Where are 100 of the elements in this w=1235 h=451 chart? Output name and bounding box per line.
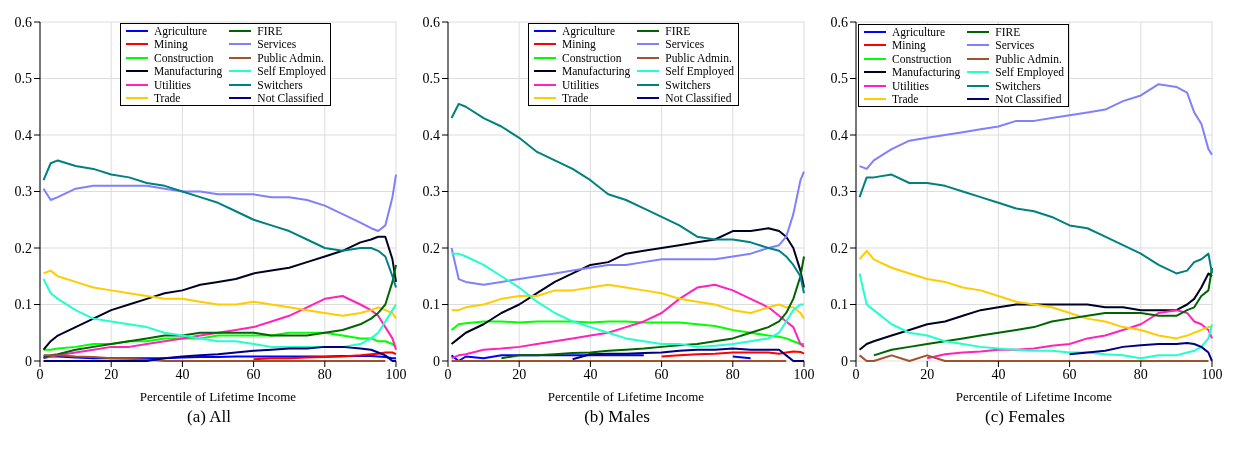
- y-tick-label: 0.5: [422, 71, 440, 87]
- y-tick-label: 0.6: [422, 14, 440, 30]
- y-tick-label: 0: [25, 353, 32, 369]
- x-axis-title: Percentile of Lifetime Income: [955, 389, 1113, 404]
- x-tick-label: 0: [444, 366, 452, 382]
- legend-label: Public Admin.: [995, 52, 1062, 65]
- legend-label: Not Classified: [257, 92, 324, 105]
- line-series: [252, 351, 397, 361]
- x-tick-label: 80: [317, 366, 332, 382]
- x-tick-label: 0: [36, 366, 44, 382]
- line-series: [42, 278, 397, 348]
- line-series: [42, 331, 397, 351]
- line-series: [450, 320, 805, 346]
- y-tick-label: 0.1: [14, 297, 32, 313]
- legend-label: Construction: [154, 51, 214, 64]
- y-tick-label: 0.2: [830, 240, 848, 256]
- line-series: [500, 255, 805, 360]
- line-series: [42, 269, 397, 320]
- legend-label: Agriculture: [892, 25, 946, 38]
- line-series: [42, 159, 397, 289]
- line-series: [450, 102, 805, 295]
- legend-label: Agriculture: [562, 24, 616, 37]
- line-series: [926, 309, 1213, 360]
- line-series: [858, 83, 1213, 170]
- line-series: [858, 173, 1213, 275]
- y-tick-label: 0.5: [830, 71, 848, 87]
- y-tick-label: 0.2: [422, 240, 440, 256]
- y-tick-label: 0.1: [422, 297, 440, 313]
- legend-label: Mining: [562, 38, 596, 51]
- legend-label: Manufacturing: [892, 66, 961, 79]
- legend-label: Switchers: [665, 78, 711, 91]
- legend-label: Construction: [892, 52, 952, 65]
- legend-label: Self Employed: [995, 66, 1065, 79]
- legend-label: Not Classified: [665, 92, 732, 105]
- legend-label: FIRE: [995, 25, 1021, 38]
- x-tick-label: 40: [991, 366, 1006, 382]
- legend-label: Mining: [154, 38, 188, 51]
- legend-label: Manufacturing: [154, 65, 223, 78]
- legend-label: Switchers: [995, 79, 1041, 92]
- legend-label: Public Admin.: [257, 51, 324, 64]
- y-tick-label: 0: [433, 353, 440, 369]
- y-tick-label: 0.4: [422, 127, 440, 143]
- line-series: [1068, 341, 1213, 362]
- x-tick-label: 100: [1201, 366, 1223, 382]
- line-series: [450, 170, 805, 286]
- legend-label: Utilities: [562, 78, 600, 91]
- legend-label: Not Classified: [995, 93, 1062, 106]
- x-tick-label: 40: [583, 366, 598, 382]
- legend-label: Public Admin.: [665, 51, 732, 64]
- line-series: [450, 283, 805, 320]
- y-tick-label: 0.6: [14, 14, 32, 30]
- x-axis-title: Percentile of Lifetime Income: [547, 389, 705, 404]
- line-series: [42, 235, 397, 351]
- x-tick-label: 20: [920, 366, 935, 382]
- y-tick-label: 0.2: [14, 240, 32, 256]
- legend-label: Utilities: [892, 79, 930, 92]
- legend-label: Switchers: [257, 78, 303, 91]
- line-series: [450, 227, 805, 346]
- y-tick-label: 0: [841, 353, 848, 369]
- x-tick-label: 0: [852, 366, 860, 382]
- legend-label: Mining: [892, 39, 926, 52]
- legend-label: Construction: [562, 51, 622, 64]
- x-axis-title: Percentile of Lifetime Income: [139, 389, 297, 404]
- x-tick-label: 60: [246, 366, 261, 382]
- y-tick-label: 0.5: [14, 71, 32, 87]
- legend-label: FIRE: [665, 24, 691, 37]
- legend-label: Services: [257, 38, 297, 51]
- y-tick-label: 0.3: [422, 184, 440, 200]
- x-tick-label: 100: [793, 366, 815, 382]
- line-series: [858, 249, 1213, 340]
- line-series: [42, 173, 397, 233]
- y-tick-label: 0.4: [14, 127, 32, 143]
- legend-label: Self Employed: [665, 65, 735, 78]
- line-series: [450, 252, 805, 348]
- x-tick-label: 40: [175, 366, 190, 382]
- x-tick-label: 80: [725, 366, 740, 382]
- legend-label: Agriculture: [154, 24, 208, 37]
- legend-label: Trade: [562, 92, 589, 105]
- x-tick-label: 60: [1062, 366, 1077, 382]
- y-tick-label: 0.1: [830, 297, 848, 313]
- text: (c) Females: [985, 407, 1065, 427]
- y-tick-label: 0.3: [830, 184, 848, 200]
- legend-label: Utilities: [154, 78, 192, 91]
- x-tick-label: 20: [512, 366, 527, 382]
- x-tick-label: 80: [1133, 366, 1148, 382]
- text: (a) All: [187, 407, 231, 427]
- legend-label: Trade: [154, 92, 181, 105]
- x-tick-label: 60: [654, 366, 669, 382]
- y-tick-label: 0.3: [14, 184, 32, 200]
- legend-label: FIRE: [257, 24, 283, 37]
- legend-label: Self Employed: [257, 65, 327, 78]
- x-tick-label: 100: [385, 366, 407, 382]
- y-tick-label: 0.6: [830, 14, 848, 30]
- legend-label: Manufacturing: [562, 65, 631, 78]
- x-tick-label: 20: [104, 366, 119, 382]
- text: (b) Males: [584, 407, 650, 427]
- legend-label: Services: [995, 39, 1035, 52]
- legend-label: Trade: [892, 93, 919, 106]
- y-tick-label: 0.4: [830, 127, 848, 143]
- legend-label: Services: [665, 38, 705, 51]
